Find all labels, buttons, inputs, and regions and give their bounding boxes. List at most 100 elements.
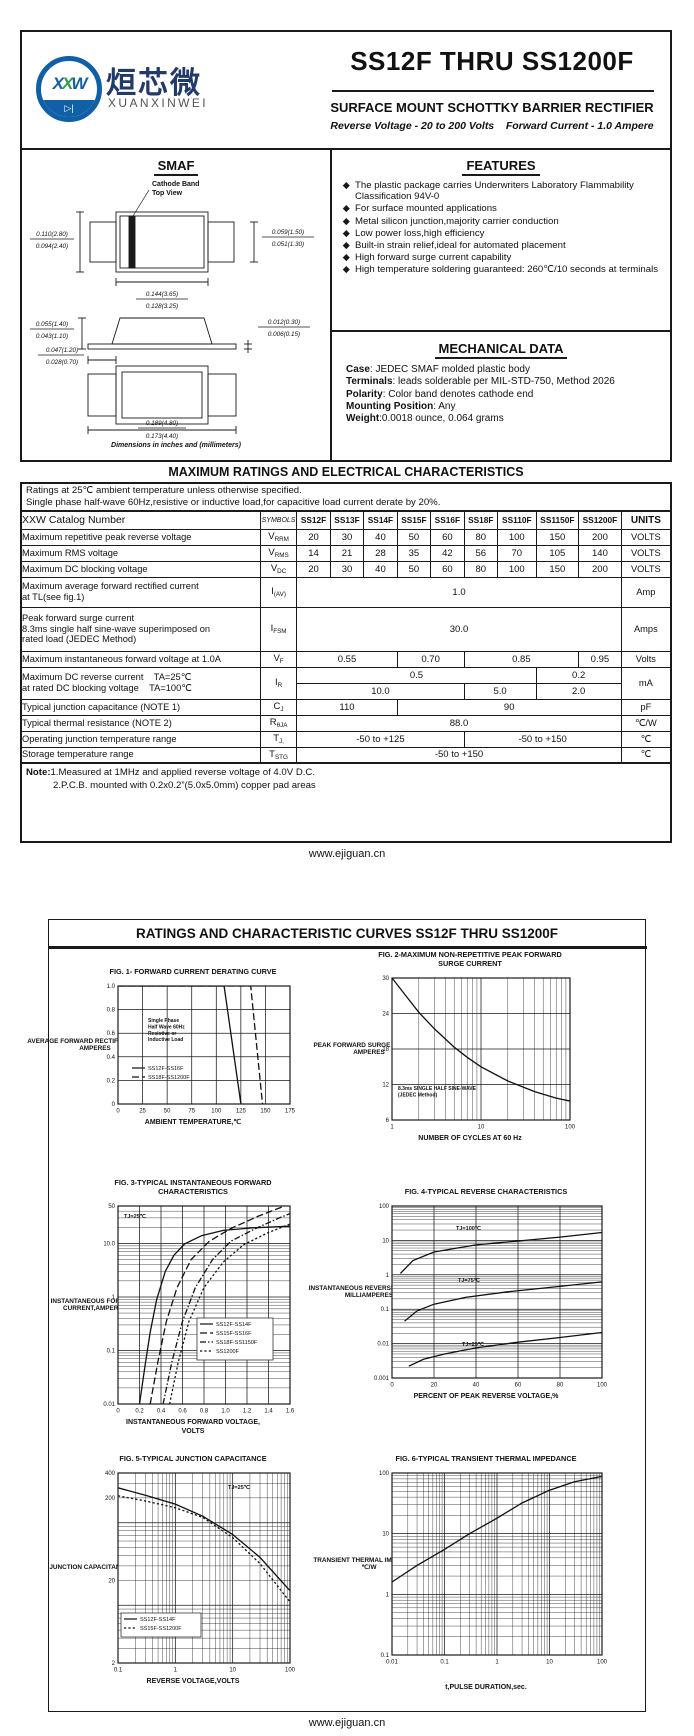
- table-cell: 35: [396, 544, 432, 562]
- table-cell: 80: [463, 560, 499, 578]
- plot-annotation: 8.3ms SINGLE HALF SINE-WAVE: [398, 1086, 477, 1092]
- svg-text:1.2: 1.2: [243, 1409, 252, 1415]
- table-row: Peak forward surge current 8.3ms single h…: [20, 606, 672, 652]
- svg-text:0.110(2.80): 0.110(2.80): [36, 231, 68, 238]
- table-cell: SS13F: [329, 510, 365, 530]
- table-cell: 40: [363, 528, 398, 546]
- logo-xxw-text: XXW: [52, 74, 88, 93]
- curve-TJ=75℃: [404, 1281, 602, 1322]
- table-cell: -50 to +125: [296, 730, 465, 748]
- plot-annotation: Half Wave 60Hz: [148, 1024, 185, 1030]
- svg-text:0: 0: [116, 1109, 120, 1115]
- table-cell: Maximum RMS voltage: [20, 544, 261, 562]
- ratings-section-heading: MAXIMUM RATINGS AND ELECTRICAL CHARACTER…: [20, 460, 672, 484]
- table-header-row: XXW Catalog Number SYMBOLS SS12F SS13F SS14F…: [20, 510, 672, 530]
- svg-text:200: 200: [105, 1496, 116, 1502]
- symbol-cell: TSTG: [259, 746, 298, 764]
- table-cell: 60: [430, 528, 465, 546]
- svg-text:0.4: 0.4: [157, 1409, 166, 1415]
- svg-text:1.6: 1.6: [286, 1409, 295, 1415]
- feature-item: Built-in strain relief,ideal for automat…: [343, 240, 666, 251]
- svg-text:100: 100: [211, 1109, 222, 1115]
- curve-surge-current: [392, 978, 570, 1102]
- svg-text:0.189(4.80): 0.189(4.80): [146, 420, 178, 427]
- symbol-cell: VRRM: [259, 528, 298, 546]
- table-cell: 100: [497, 560, 537, 578]
- plot-annotation: Resistive or: [148, 1031, 176, 1037]
- svg-text:0: 0: [116, 1409, 120, 1415]
- table-cell: Maximum instantaneous forward voltage at…: [20, 650, 261, 668]
- curve-SS1200F: [168, 1223, 290, 1404]
- ratings-condition-1: Ratings at 25℃ ambient temperature unles…: [26, 485, 302, 496]
- svg-text:1: 1: [390, 1125, 394, 1131]
- table-cell: -50 to +150: [296, 746, 622, 764]
- curve-TJ=25℃: [408, 1331, 602, 1367]
- svg-text:25: 25: [139, 1109, 146, 1115]
- table-cell: SS110F: [497, 510, 537, 530]
- svg-text:0.8: 0.8: [200, 1409, 209, 1415]
- brand-logo-icon: XXW ▷|: [36, 56, 102, 122]
- symbol-cell: VF: [259, 650, 298, 668]
- figure-4-typical-reverse-characteristics: FIG. 4-TYPICAL REVERSE CHARACTERISTICS IN…: [309, 1176, 610, 1417]
- table-cell: 14: [296, 544, 331, 562]
- curve-SS18F-SS1150F: [162, 1212, 290, 1404]
- svg-text:0.006(0.15): 0.006(0.15): [268, 331, 300, 338]
- table-cell: UNITS: [620, 510, 672, 530]
- x-axis-label: INSTANTANEOUS FORWARD VOLTAGE, VOLTS: [126, 1419, 260, 1435]
- table-row: Typical thermal resistance (NOTE 2) RθJA 8…: [20, 714, 672, 732]
- plot-annotation: TJ=25℃: [228, 1484, 251, 1491]
- svg-text:1.4: 1.4: [264, 1409, 273, 1415]
- table-cell: 110: [296, 698, 398, 716]
- row-label-line: Maximum repetitive peak reverse voltage: [22, 531, 192, 542]
- legend-label: SS18F-SS1200F: [148, 1075, 190, 1081]
- legend-label: SS12F-SS16F: [148, 1066, 184, 1072]
- table-cell: mA: [620, 666, 672, 700]
- svg-text:0.2: 0.2: [107, 1078, 116, 1084]
- bullet-icon: [343, 252, 355, 263]
- svg-text:1: 1: [495, 1660, 499, 1666]
- table-row: Maximum DC blocking voltage VDC 20 30 40 50 60…: [20, 560, 672, 578]
- svg-text:6: 6: [386, 1118, 390, 1124]
- figure-3-typical-instantaneous-forward-characteristics: FIG. 3-TYPICAL INSTANTANEOUS FORWARD CHAR…: [51, 1176, 298, 1443]
- figure-6-typical-transient-thermal-impedance: FIG. 6-TYPICAL TRANSIENT THERMAL IMPEDAN…: [313, 1443, 610, 1694]
- table-cell: 140: [578, 544, 622, 562]
- plot-annotation: TJ=25℃: [124, 1213, 147, 1220]
- svg-text:0.6: 0.6: [178, 1409, 187, 1415]
- feature-text: For surface mounted applications: [355, 203, 497, 215]
- svg-text:0: 0: [112, 1102, 116, 1108]
- table-cell: 150: [535, 528, 580, 546]
- top-view-label: Top View: [152, 190, 183, 197]
- bullet-icon: [343, 240, 355, 251]
- table-row: Typical junction capacitance (NOTE 1) CJ 1…: [20, 698, 672, 716]
- feature-text: High forward surge current capability: [355, 252, 512, 264]
- table-cell: 0.85: [463, 650, 580, 668]
- svg-text:24: 24: [382, 1012, 389, 1018]
- table-cell: SS12F: [296, 510, 331, 530]
- feature-item: High temperature soldering guaranteed: 2…: [343, 264, 666, 275]
- table-cell: Typical thermal resistance (NOTE 2): [20, 714, 261, 732]
- package-drawing: Cathode Band Top View 0.110(2.80) 0.094(…: [30, 181, 314, 440]
- plot-annotation: (JEDEC Method): [398, 1092, 438, 1098]
- table-cell: SS1150F: [535, 510, 580, 530]
- table-cell: 100: [497, 528, 537, 546]
- svg-text:0.144(3.65): 0.144(3.65): [146, 291, 178, 298]
- svg-text:150: 150: [260, 1109, 271, 1115]
- table-cell: 2.0: [535, 682, 622, 700]
- table-cell: 1.0: [296, 576, 622, 608]
- table-cell: 56: [463, 544, 499, 562]
- svg-text:75: 75: [188, 1109, 195, 1115]
- table-cell: 150: [535, 560, 580, 578]
- svg-text:40: 40: [473, 1383, 480, 1389]
- figure-plot: 0.1 1 10 100 400 200 20 2 TJ=25℃ SS12F-SS14F SS15F…: [105, 1471, 296, 1674]
- table-cell: Operating junction temperature range: [20, 730, 261, 748]
- feature-item: For surface mounted applications: [343, 203, 666, 215]
- feature-item: High forward surge current capability: [343, 252, 666, 264]
- bullet-icon: [343, 264, 355, 275]
- y-axis-label: JUNCTION CAPACITANCE, pF: [49, 1564, 141, 1572]
- svg-text:100: 100: [565, 1125, 576, 1131]
- table-cell: 50: [396, 528, 432, 546]
- legend-label: SS1200F: [216, 1349, 240, 1355]
- table-cell: ℃: [620, 730, 672, 748]
- svg-text:0.055(1.40): 0.055(1.40): [36, 321, 68, 328]
